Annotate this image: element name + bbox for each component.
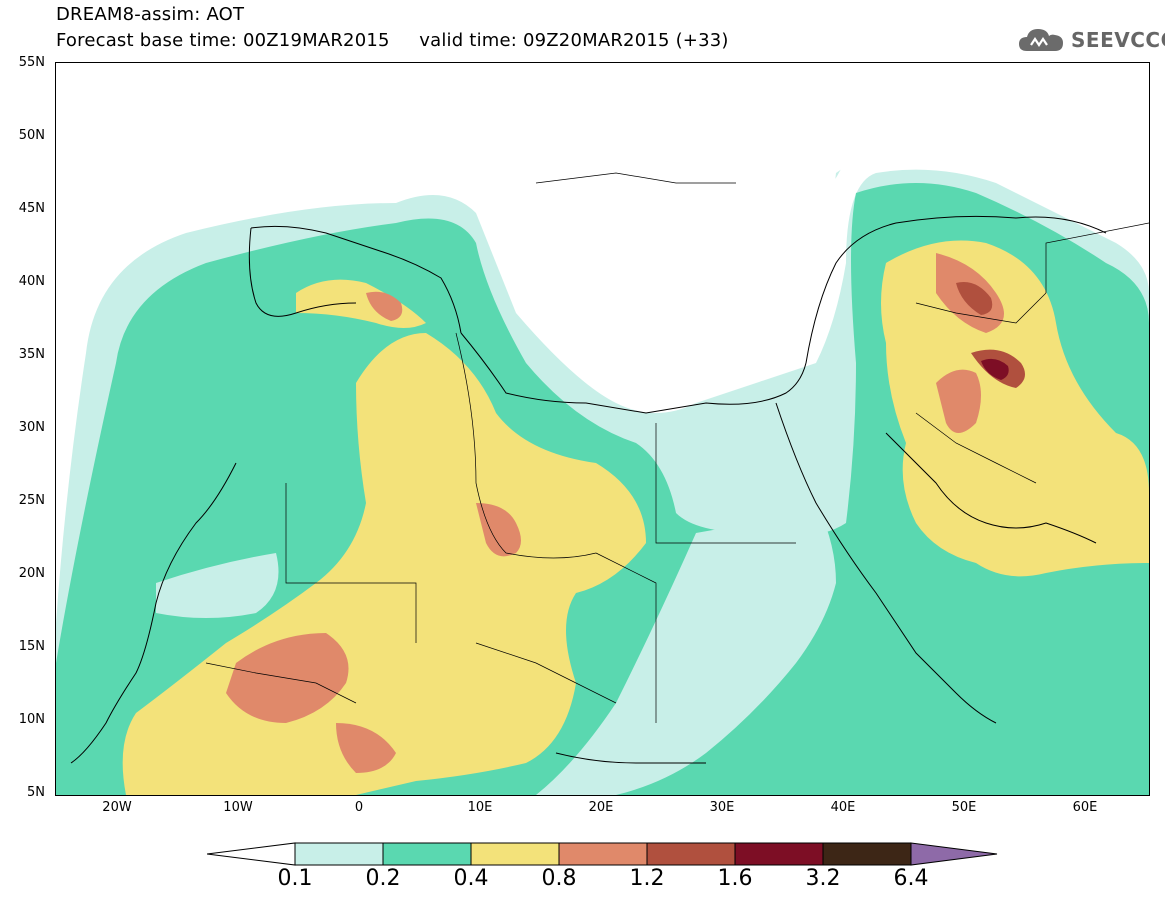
lat-label-5n: 5N bbox=[27, 785, 45, 800]
colorbar-bin-3 bbox=[558, 842, 648, 866]
lon-label-60e: 60E bbox=[1072, 800, 1098, 815]
logo-text: SEEVCCC bbox=[1071, 28, 1165, 52]
colorbar-label-3.2: 3.2 bbox=[805, 866, 841, 891]
aot-colorbar bbox=[207, 842, 998, 866]
lon-label-50e: 50E bbox=[951, 800, 977, 815]
seevccc-logo: SEEVCCC bbox=[1017, 20, 1165, 60]
colorbar-label-0.2: 0.2 bbox=[365, 866, 401, 891]
lon-label-10w: 10W bbox=[223, 800, 253, 815]
colorbar-bin-2 bbox=[470, 842, 560, 866]
lon-label-20w: 20W bbox=[102, 800, 132, 815]
colorbar-label-1.2: 1.2 bbox=[629, 866, 665, 891]
lat-label-15n: 15N bbox=[18, 639, 45, 654]
colorbar-label-0.4: 0.4 bbox=[453, 866, 489, 891]
forecast-time-line: Forecast base time: 00Z19MAR2015 valid t… bbox=[56, 30, 729, 51]
colorbar-label-0.8: 0.8 bbox=[541, 866, 577, 891]
coastlines bbox=[70, 215, 1107, 764]
colorbar-high-arrow bbox=[910, 842, 998, 866]
lon-label-40e: 40E bbox=[830, 800, 856, 815]
lon-label-30e: 30E bbox=[709, 800, 735, 815]
lon-label-20e: 20E bbox=[588, 800, 614, 815]
colorbar-bin-5 bbox=[734, 842, 824, 866]
lat-label-50n: 50N bbox=[18, 128, 45, 143]
aot-band-1.6 bbox=[981, 358, 1009, 380]
colorbar-label-1.6: 1.6 bbox=[717, 866, 753, 891]
lon-label-10e: 10E bbox=[467, 800, 493, 815]
country-borders bbox=[205, 172, 1149, 723]
lat-label-45n: 45N bbox=[18, 201, 45, 216]
lat-label-40n: 40N bbox=[18, 274, 45, 289]
colorbar-low-arrow bbox=[207, 842, 296, 866]
colorbar-bin-6 bbox=[822, 842, 912, 866]
lat-label-25n: 25N bbox=[18, 493, 45, 508]
lat-label-35n: 35N bbox=[18, 347, 45, 362]
colorbar-bin-4 bbox=[646, 842, 736, 866]
aot-map bbox=[55, 62, 1150, 796]
lat-label-55n: 55N bbox=[18, 55, 45, 70]
map-title: DREAM8-assim: AOT bbox=[56, 4, 245, 25]
lat-label-10n: 10N bbox=[18, 712, 45, 727]
cloud-icon bbox=[1019, 29, 1063, 51]
lon-label-0: 0 bbox=[354, 800, 364, 815]
colorbar-bin-1 bbox=[382, 842, 472, 866]
colorbar-bin-0 bbox=[294, 842, 384, 866]
colorbar-label-6.4: 6.4 bbox=[893, 866, 929, 891]
clean-air-region bbox=[56, 63, 1149, 795]
lat-label-30n: 30N bbox=[18, 420, 45, 435]
lat-label-20n: 20N bbox=[18, 566, 45, 581]
colorbar-label-0.1: 0.1 bbox=[277, 866, 313, 891]
